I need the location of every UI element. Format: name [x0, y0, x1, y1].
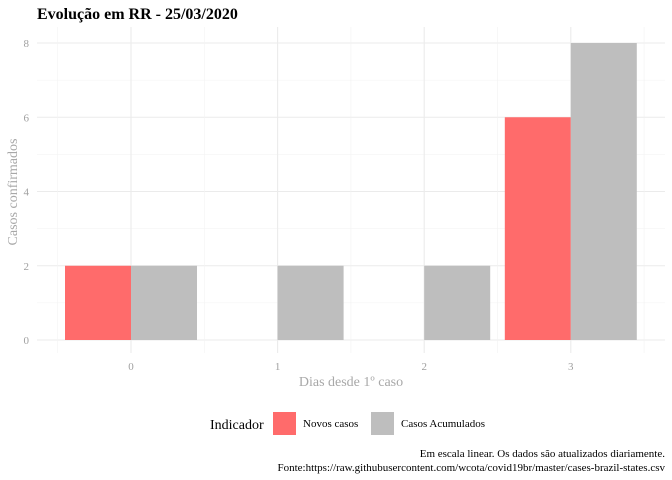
y-tick-label: 0	[24, 335, 30, 347]
y-tick-label: 8	[24, 38, 30, 50]
x-axis-title: Dias desde 1º caso	[299, 375, 403, 390]
y-axis-title: Casos confirmados	[6, 139, 21, 246]
bar-casos-acumulados-3	[570, 43, 637, 340]
x-tick-label: 0	[128, 361, 134, 373]
bars	[65, 43, 637, 340]
caption-line-2: Fonte:https://raw.githubusercontent.com/…	[277, 462, 665, 474]
y-tick-label: 2	[24, 261, 30, 273]
x-tick-label: 3	[568, 361, 574, 373]
y-axis-ticks: 0 2 4 6 8	[24, 38, 30, 347]
legend-key-casos-acumulados	[371, 412, 394, 435]
x-axis-ticks: 0 1 2 3	[128, 361, 574, 373]
bar-novos-casos-3	[504, 117, 571, 340]
legend-key-novos-casos	[273, 412, 296, 435]
bar-novos-casos-0	[65, 265, 131, 340]
y-tick-label: 4	[24, 187, 30, 199]
chart-title: Evolução em RR - 25/03/2020	[37, 6, 238, 23]
bar-casos-acumulados-2	[424, 265, 491, 340]
legend-title: Indicador	[210, 418, 264, 433]
y-tick-label: 6	[24, 112, 30, 124]
bar-casos-acumulados-1	[277, 265, 344, 340]
x-tick-label: 2	[421, 361, 427, 373]
bar-casos-acumulados-0	[131, 265, 197, 340]
legend-label-casos-acumulados: Casos Acumulados	[401, 418, 485, 430]
legend: Indicador Novos casos Casos Acumulados	[210, 412, 485, 435]
x-tick-label: 1	[275, 361, 281, 373]
legend-label-novos-casos: Novos casos	[303, 418, 358, 430]
caption-line-1: Em escala linear. Os dados são atualizad…	[420, 448, 666, 460]
